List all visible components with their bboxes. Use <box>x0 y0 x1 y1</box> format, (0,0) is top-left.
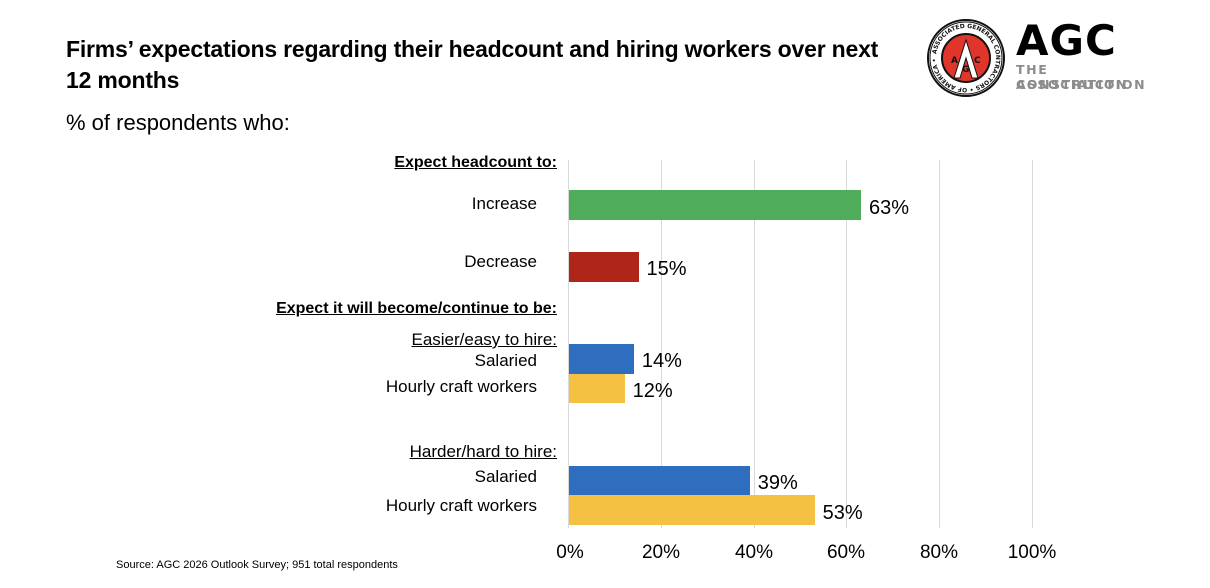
logo-tagline-1: THE CONSTRUCTION <box>1016 62 1147 92</box>
bar-harder-hourly <box>569 495 815 525</box>
group-header-headcount: Expect headcount to: <box>394 154 557 171</box>
chart-subtitle: % of respondents who: <box>66 110 290 135</box>
category-label: Salaried <box>474 351 537 370</box>
svg-text:C: C <box>974 56 981 66</box>
value-label: 53% <box>822 502 863 524</box>
svg-text:A: A <box>951 56 958 66</box>
bar-harder-salaried <box>569 466 750 495</box>
value-label: 15% <box>646 258 687 280</box>
value-label: 63% <box>869 197 910 219</box>
x-tick: 0% <box>556 542 584 563</box>
group-header-hiring: Expect it will become/continue to be: <box>276 300 557 317</box>
x-tick: 80% <box>919 542 959 563</box>
agc-seal-icon: ASSOCIATED GENERAL CONTRACTORS • OF AMER… <box>927 19 1005 97</box>
category-label: Hourly craft workers <box>385 496 537 515</box>
bar-easier-hourly <box>569 374 625 403</box>
gridline-60 <box>846 160 847 528</box>
gridline-0 <box>568 160 569 528</box>
agc-logo: ASSOCIATED GENERAL CONTRACTORS • OF AMER… <box>924 16 1164 98</box>
logo-wordmark: AGC <box>1016 16 1117 65</box>
source-note: Source: AGC 2026 Outlook Survey; 951 tot… <box>116 559 398 571</box>
svg-text:G: G <box>962 65 969 75</box>
value-label: 14% <box>641 350 682 372</box>
value-label: 39% <box>757 472 798 494</box>
category-label: Salaried <box>474 467 537 486</box>
bar-decrease <box>569 252 639 282</box>
gridline-20 <box>661 160 662 528</box>
category-label: Decrease <box>464 252 537 271</box>
category-label: Hourly craft workers <box>385 377 537 396</box>
gridline-40 <box>754 160 755 528</box>
x-tick: 40% <box>734 542 774 563</box>
category-label: Increase <box>471 194 537 213</box>
bar-easier-salaried <box>569 344 634 374</box>
x-tick: 60% <box>826 542 866 563</box>
subgroup-header-easier: Easier/easy to hire: <box>411 330 557 349</box>
gridline-100 <box>1032 160 1033 528</box>
chart-title: Firms’ expectations regarding their head… <box>66 36 879 93</box>
logo-tagline-2: ASSOCIATION <box>1016 77 1129 92</box>
subgroup-header-harder: Harder/hard to hire: <box>409 442 557 461</box>
x-tick: 20% <box>641 542 681 563</box>
value-label: 12% <box>632 380 673 402</box>
gridline-80 <box>939 160 940 528</box>
x-tick: 100% <box>1007 542 1057 563</box>
bar-increase <box>569 190 861 220</box>
